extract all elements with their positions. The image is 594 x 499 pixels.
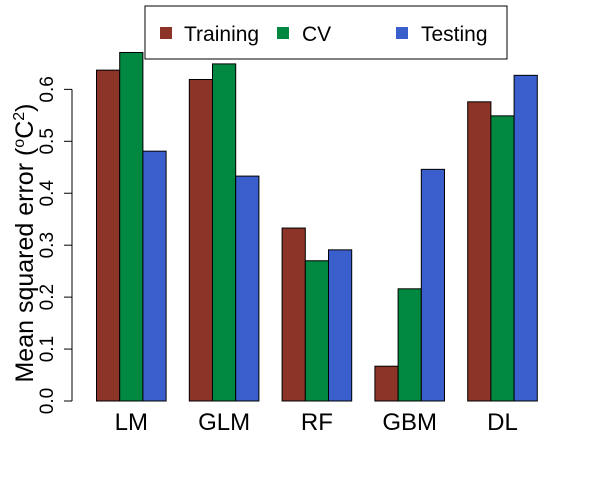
y-tick-label: 0.2 xyxy=(37,284,58,310)
y-tick-label: 0.3 xyxy=(37,232,58,258)
bar-training-rf xyxy=(281,227,306,402)
bar-training-gbm xyxy=(374,365,399,402)
y-axis-title-text: Mean squared error ( xyxy=(11,147,39,383)
legend-swatch-cv xyxy=(277,27,289,39)
y-axis-ticks: 0.0 0.1 0.2 0.3 0.4 0.5 0.6 xyxy=(37,76,72,414)
legend-swatch-testing xyxy=(396,27,408,39)
bar-testing-lm xyxy=(142,150,167,402)
y-axis-title-superscript-1: o xyxy=(11,139,28,148)
y-tick-label: 0.4 xyxy=(37,180,58,207)
bar-training-dl xyxy=(467,101,492,402)
legend-swatch-training xyxy=(160,27,172,39)
bar-cv-rf xyxy=(304,260,329,402)
x-tick-label-glm: GLM xyxy=(198,409,250,436)
bar-testing-gbm xyxy=(420,168,445,402)
legend-label-cv: CV xyxy=(302,23,331,46)
bar-testing-dl xyxy=(513,74,538,402)
y-axis-title-unit: C xyxy=(11,121,39,139)
y-axis-title-end: ) xyxy=(11,103,39,111)
bar-cv-glm xyxy=(212,63,237,402)
y-tick-label: 0.6 xyxy=(37,76,58,102)
x-tick-label-rf: RF xyxy=(301,409,333,436)
legend-label-testing: Testing xyxy=(421,23,488,46)
bar-cv-dl xyxy=(490,115,515,402)
y-tick-label: 0.1 xyxy=(37,336,58,362)
bar-testing-glm xyxy=(235,175,260,402)
x-tick-label-dl: DL xyxy=(487,409,518,436)
bar-cv-gbm xyxy=(397,288,422,402)
bars-group xyxy=(96,51,538,402)
y-axis-title-superscript-2: 2 xyxy=(11,112,28,121)
legend-label-training: Training xyxy=(184,23,259,46)
y-tick-label: 0.0 xyxy=(37,388,58,414)
y-axis-title: Mean squared error (oC2) xyxy=(11,103,39,382)
legend: Training CV Testing xyxy=(144,5,508,60)
x-tick-label-lm: LM xyxy=(115,409,148,436)
x-tick-label-gbm: GBM xyxy=(382,409,437,436)
y-tick-label: 0.5 xyxy=(37,128,58,154)
x-axis-labels: LM GLM RF GBM DL xyxy=(115,409,518,436)
bar-training-glm xyxy=(188,78,214,402)
legend-box xyxy=(144,5,508,60)
bar-testing-rf xyxy=(328,249,353,402)
bar-cv-lm xyxy=(119,51,144,402)
bar-training-lm xyxy=(96,69,121,402)
